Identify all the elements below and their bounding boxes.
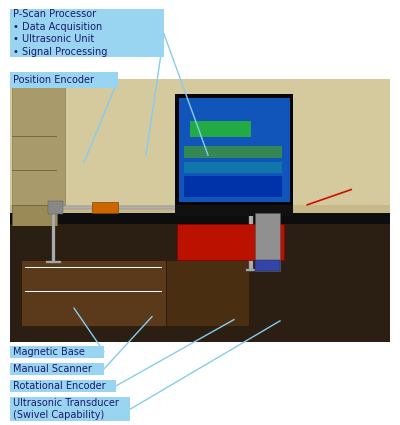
Bar — [52, 205, 55, 263]
Bar — [10, 346, 104, 358]
Bar — [25, 267, 162, 268]
Bar — [255, 213, 280, 271]
Bar — [10, 215, 390, 342]
Bar — [48, 201, 63, 214]
Bar — [10, 363, 104, 375]
Bar — [12, 205, 58, 226]
Bar — [246, 269, 261, 271]
Text: P-Scan Processor
• Data Acquisition
• Ultrasonic Unit
• Signal Processing: P-Scan Processor • Data Acquisition • Ul… — [13, 9, 108, 57]
Text: Magnetic Base: Magnetic Base — [13, 347, 85, 357]
Bar — [190, 121, 251, 137]
Bar — [177, 224, 284, 261]
Bar — [175, 94, 293, 205]
Text: Position Encoder: Position Encoder — [13, 75, 94, 85]
Bar — [184, 162, 282, 173]
Bar — [255, 261, 280, 271]
Text: Ultrasonic Transducer
(Swivel Capability): Ultrasonic Transducer (Swivel Capability… — [13, 398, 119, 420]
Bar — [12, 226, 65, 232]
Bar — [10, 397, 130, 421]
Bar — [46, 261, 61, 263]
Bar — [10, 380, 116, 392]
Bar — [22, 261, 166, 326]
Bar — [10, 79, 390, 342]
Bar — [10, 79, 390, 205]
Bar — [92, 202, 118, 213]
FancyArrow shape — [306, 188, 352, 206]
Text: Rotational Encoder: Rotational Encoder — [13, 381, 106, 391]
Bar — [12, 84, 65, 205]
Bar — [166, 261, 250, 326]
Text: Manual Scanner: Manual Scanner — [13, 364, 92, 374]
Bar — [10, 213, 390, 224]
Bar — [10, 72, 118, 88]
Bar — [250, 205, 253, 271]
Bar — [184, 146, 282, 158]
Bar — [48, 206, 284, 210]
Bar — [12, 170, 58, 171]
Bar — [25, 291, 162, 292]
Bar — [178, 98, 290, 202]
Bar — [10, 8, 164, 57]
Bar — [184, 176, 282, 196]
Bar — [175, 202, 293, 215]
